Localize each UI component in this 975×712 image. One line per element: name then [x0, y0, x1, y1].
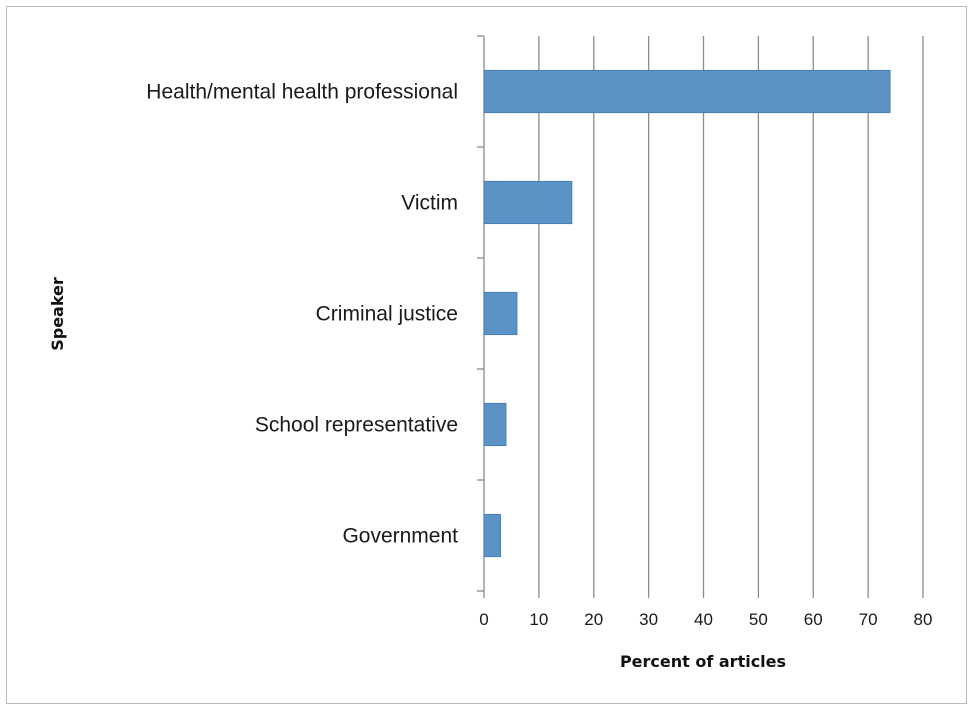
x-tick-label: 10 [529, 610, 548, 629]
x-tick-label: 20 [584, 610, 603, 629]
bar-3 [483, 402, 507, 447]
category-label: Criminal justice [316, 303, 458, 326]
x-tick-label: 50 [749, 610, 768, 629]
category-label: Victim [401, 192, 458, 215]
category-labels: Health/mental health professional Victim C… [146, 81, 458, 548]
tick-labels: 0 10 20 30 40 50 60 70 80 [479, 610, 932, 629]
bars [483, 69, 891, 558]
axes [477, 35, 924, 598]
x-axis-title: Percent of articles [620, 652, 786, 671]
chart-frame [6, 6, 967, 704]
bar-4 [483, 513, 501, 558]
gridlines [538, 36, 924, 591]
category-label: Government [342, 525, 458, 548]
x-tick-label: 70 [859, 610, 878, 629]
bar-2 [483, 291, 518, 336]
x-tick-label: 80 [914, 610, 933, 629]
x-tick-label: 60 [804, 610, 823, 629]
x-tick-label: 30 [639, 610, 658, 629]
x-tick-label: 40 [694, 610, 713, 629]
bar-0 [483, 69, 891, 114]
category-label: School representative [255, 414, 458, 437]
bar-1 [483, 180, 573, 225]
category-label: Health/mental health professional [146, 81, 458, 104]
y-axis-title: Speaker [48, 277, 67, 351]
x-tick-label: 0 [479, 610, 488, 629]
